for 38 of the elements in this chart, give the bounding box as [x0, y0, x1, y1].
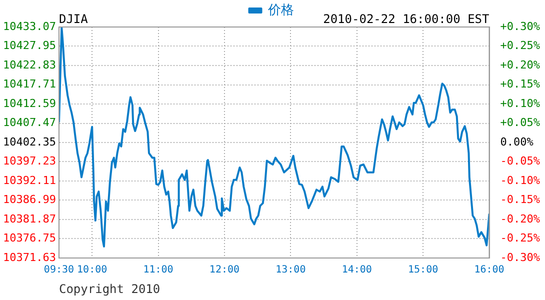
y-tick-label: 10376.75 — [2, 232, 56, 245]
x-tick-label: 11:00 — [143, 264, 174, 276]
y-tick-label: 10402.35 — [2, 135, 56, 148]
y2-tick-label: -0.05% — [500, 154, 540, 168]
y-tick-label: 10422.83 — [2, 58, 56, 72]
legend-label: 价格 — [266, 2, 294, 18]
x-tick-label: 09:30 — [44, 264, 74, 276]
x-tick-label: 10:00 — [77, 264, 108, 276]
y2-tick-label: -0.25% — [500, 232, 540, 245]
x-tick-label: 13:00 — [276, 264, 306, 276]
y-tick-label: 10386.99 — [2, 193, 56, 206]
y-tick-label: 10412.59 — [2, 96, 56, 110]
y2-tick-label: 0.00% — [500, 135, 534, 148]
text: Copyright 2010 — [58, 282, 160, 296]
y2-tick-label: +0.10% — [500, 96, 540, 110]
x-tick-label: 15:00 — [408, 264, 438, 276]
y-tick-label: 10371.63 — [2, 250, 56, 264]
y2-tick-label: +0.05% — [500, 116, 540, 130]
y-tick-label: 10427.95 — [2, 39, 56, 52]
y2-tick-label: -0.10% — [500, 174, 540, 187]
x-tick-label: 16:00 — [474, 264, 504, 276]
y2-tick-label: -0.15% — [500, 193, 540, 206]
chart-subtitle: 2010-02-22 16:00:00 EST — [323, 12, 490, 26]
y2-tick-label: -0.20% — [500, 212, 540, 226]
y2-tick-label: +0.20% — [500, 58, 540, 72]
x-tick-label: 14:00 — [342, 264, 372, 276]
y2-tick-label: +0.15% — [500, 78, 540, 91]
y2-tick-label: -0.30% — [500, 250, 540, 264]
y-tick-label: 10417.71 — [2, 78, 56, 91]
chart-title: DJIA — [58, 12, 89, 26]
y2-tick-label: +0.30% — [500, 20, 540, 33]
x-tick-label: 12:00 — [209, 264, 240, 276]
y-tick-label: 10397.23 — [2, 154, 56, 168]
y-tick-label: 10433.07 — [2, 20, 56, 33]
y-tick-label: 10407.47 — [2, 116, 56, 130]
y-tick-label: 10381.87 — [2, 212, 56, 226]
y2-tick-label: +0.25% — [500, 39, 540, 52]
y-tick-label: 10392.11 — [2, 174, 56, 187]
